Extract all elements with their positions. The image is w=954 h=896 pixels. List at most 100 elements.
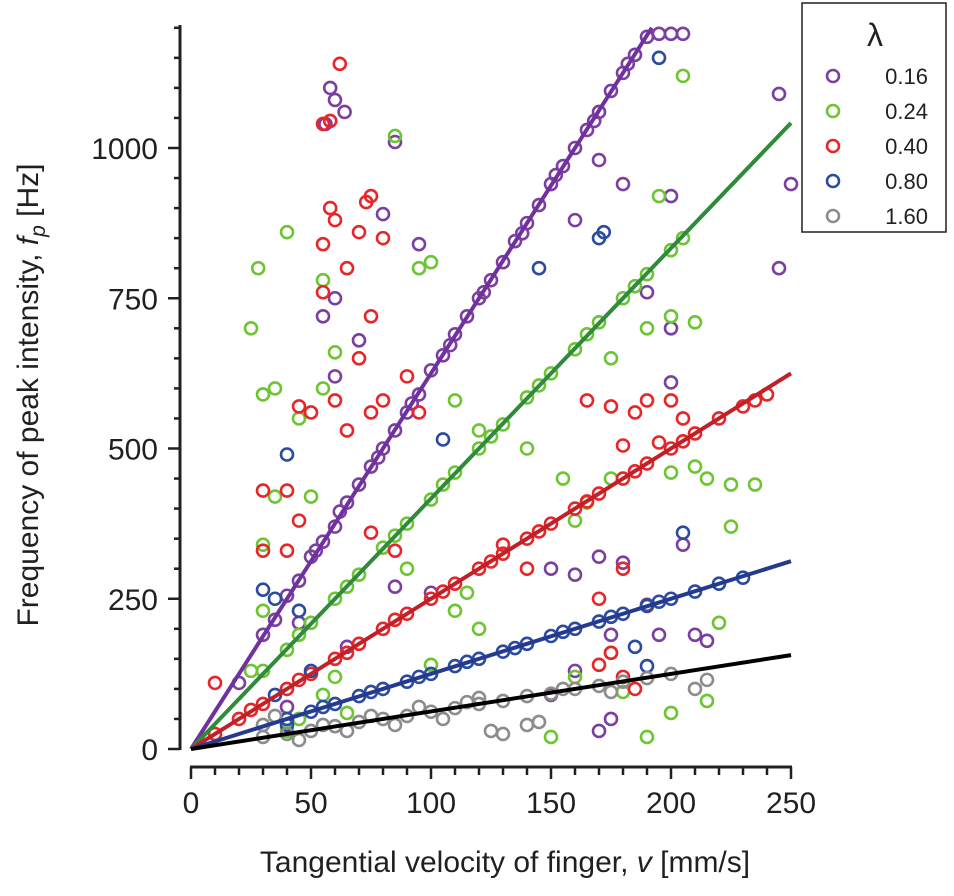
data-point bbox=[747, 477, 763, 492]
data-point bbox=[404, 396, 420, 411]
data-point bbox=[519, 561, 535, 577]
data-point bbox=[337, 104, 352, 120]
data-point bbox=[363, 405, 379, 420]
data-point bbox=[327, 290, 343, 306]
data-point bbox=[567, 140, 583, 156]
data-point bbox=[255, 387, 271, 402]
data-point bbox=[687, 459, 703, 474]
data-point bbox=[279, 483, 295, 498]
data-point bbox=[531, 524, 547, 539]
fit-line-0.40 bbox=[189, 371, 793, 751]
data-point bbox=[267, 591, 283, 607]
data-point bbox=[351, 636, 367, 652]
legend-label: 0.80 bbox=[885, 169, 928, 194]
data-point bbox=[447, 465, 463, 480]
data-point bbox=[375, 621, 391, 637]
data-point bbox=[255, 627, 271, 643]
data-point bbox=[603, 711, 619, 727]
data-point bbox=[591, 591, 607, 607]
data-point bbox=[663, 26, 679, 42]
data-point bbox=[303, 615, 319, 631]
data-point bbox=[627, 278, 643, 294]
data-point bbox=[423, 591, 439, 607]
data-point bbox=[471, 423, 487, 438]
x-axis-label: Tangential velocity of finger, v [mm/s] bbox=[260, 846, 750, 879]
data-point bbox=[699, 633, 715, 649]
data-point bbox=[339, 495, 355, 510]
data-point bbox=[327, 369, 343, 384]
y-axis: 0 250 500 750 1000 bbox=[91, 25, 182, 767]
data-point bbox=[322, 200, 338, 216]
data-point bbox=[303, 405, 319, 420]
data-point bbox=[591, 314, 607, 330]
data-point bbox=[332, 56, 348, 72]
x-axis: 0 50 100 150 200 250 bbox=[183, 765, 816, 820]
data-point bbox=[387, 134, 403, 150]
data-point bbox=[370, 450, 386, 465]
fit-line-1.60 bbox=[190, 653, 792, 751]
x-tick-label: 50 bbox=[294, 787, 327, 820]
series-0.40 bbox=[207, 56, 775, 742]
data-point bbox=[327, 393, 343, 408]
data-point bbox=[363, 459, 379, 474]
data-point bbox=[699, 471, 715, 486]
data-point bbox=[639, 320, 655, 336]
data-point bbox=[579, 122, 595, 138]
data-point bbox=[387, 128, 403, 144]
legend-item: 0.24 bbox=[825, 99, 928, 124]
data-point bbox=[603, 399, 619, 414]
data-point bbox=[555, 158, 571, 174]
data-point bbox=[279, 699, 295, 715]
fit-line-0.80 bbox=[190, 559, 792, 751]
legend-marker bbox=[825, 68, 841, 84]
data-point bbox=[387, 528, 403, 543]
data-point bbox=[711, 411, 727, 426]
data-point bbox=[423, 657, 439, 673]
data-point bbox=[339, 423, 355, 438]
x-tick-label: 100 bbox=[406, 787, 456, 820]
y-tick-label: 750 bbox=[108, 283, 158, 316]
data-point bbox=[543, 729, 559, 745]
data-point bbox=[351, 333, 367, 348]
data-point bbox=[771, 260, 787, 276]
data-point bbox=[387, 423, 403, 438]
data-point bbox=[423, 254, 439, 270]
data-point bbox=[639, 266, 655, 282]
data-point bbox=[579, 393, 595, 408]
data-point bbox=[399, 606, 415, 622]
data-point bbox=[519, 531, 535, 546]
legend-item: 1.60 bbox=[825, 204, 928, 229]
data-point bbox=[339, 579, 355, 595]
data-point bbox=[442, 337, 458, 353]
fit-lines bbox=[189, 26, 793, 751]
data-point bbox=[243, 663, 259, 679]
data-point bbox=[459, 694, 475, 710]
data-point bbox=[675, 68, 691, 84]
data-point bbox=[315, 717, 331, 733]
data-point bbox=[543, 366, 559, 381]
data-point bbox=[567, 567, 583, 583]
x-tick-label: 0 bbox=[183, 787, 200, 820]
data-point bbox=[250, 260, 266, 276]
data-point bbox=[663, 393, 679, 408]
data-point bbox=[639, 456, 655, 471]
data-point bbox=[567, 663, 583, 679]
data-point bbox=[603, 684, 619, 700]
data-point bbox=[531, 714, 547, 730]
legend-label: 0.24 bbox=[885, 99, 928, 124]
data-point bbox=[596, 224, 612, 240]
data-point bbox=[483, 429, 499, 444]
data-point bbox=[315, 687, 331, 703]
data-point bbox=[579, 494, 595, 509]
data-point bbox=[483, 272, 499, 288]
data-point bbox=[651, 50, 667, 66]
data-point bbox=[639, 729, 655, 745]
data-point bbox=[435, 711, 451, 727]
data-point bbox=[567, 501, 583, 516]
data-point bbox=[315, 272, 331, 288]
data-point bbox=[651, 627, 667, 643]
data-point bbox=[603, 627, 619, 643]
data-point bbox=[291, 615, 307, 631]
y-tick-label: 500 bbox=[108, 434, 158, 467]
data-point bbox=[267, 489, 283, 504]
